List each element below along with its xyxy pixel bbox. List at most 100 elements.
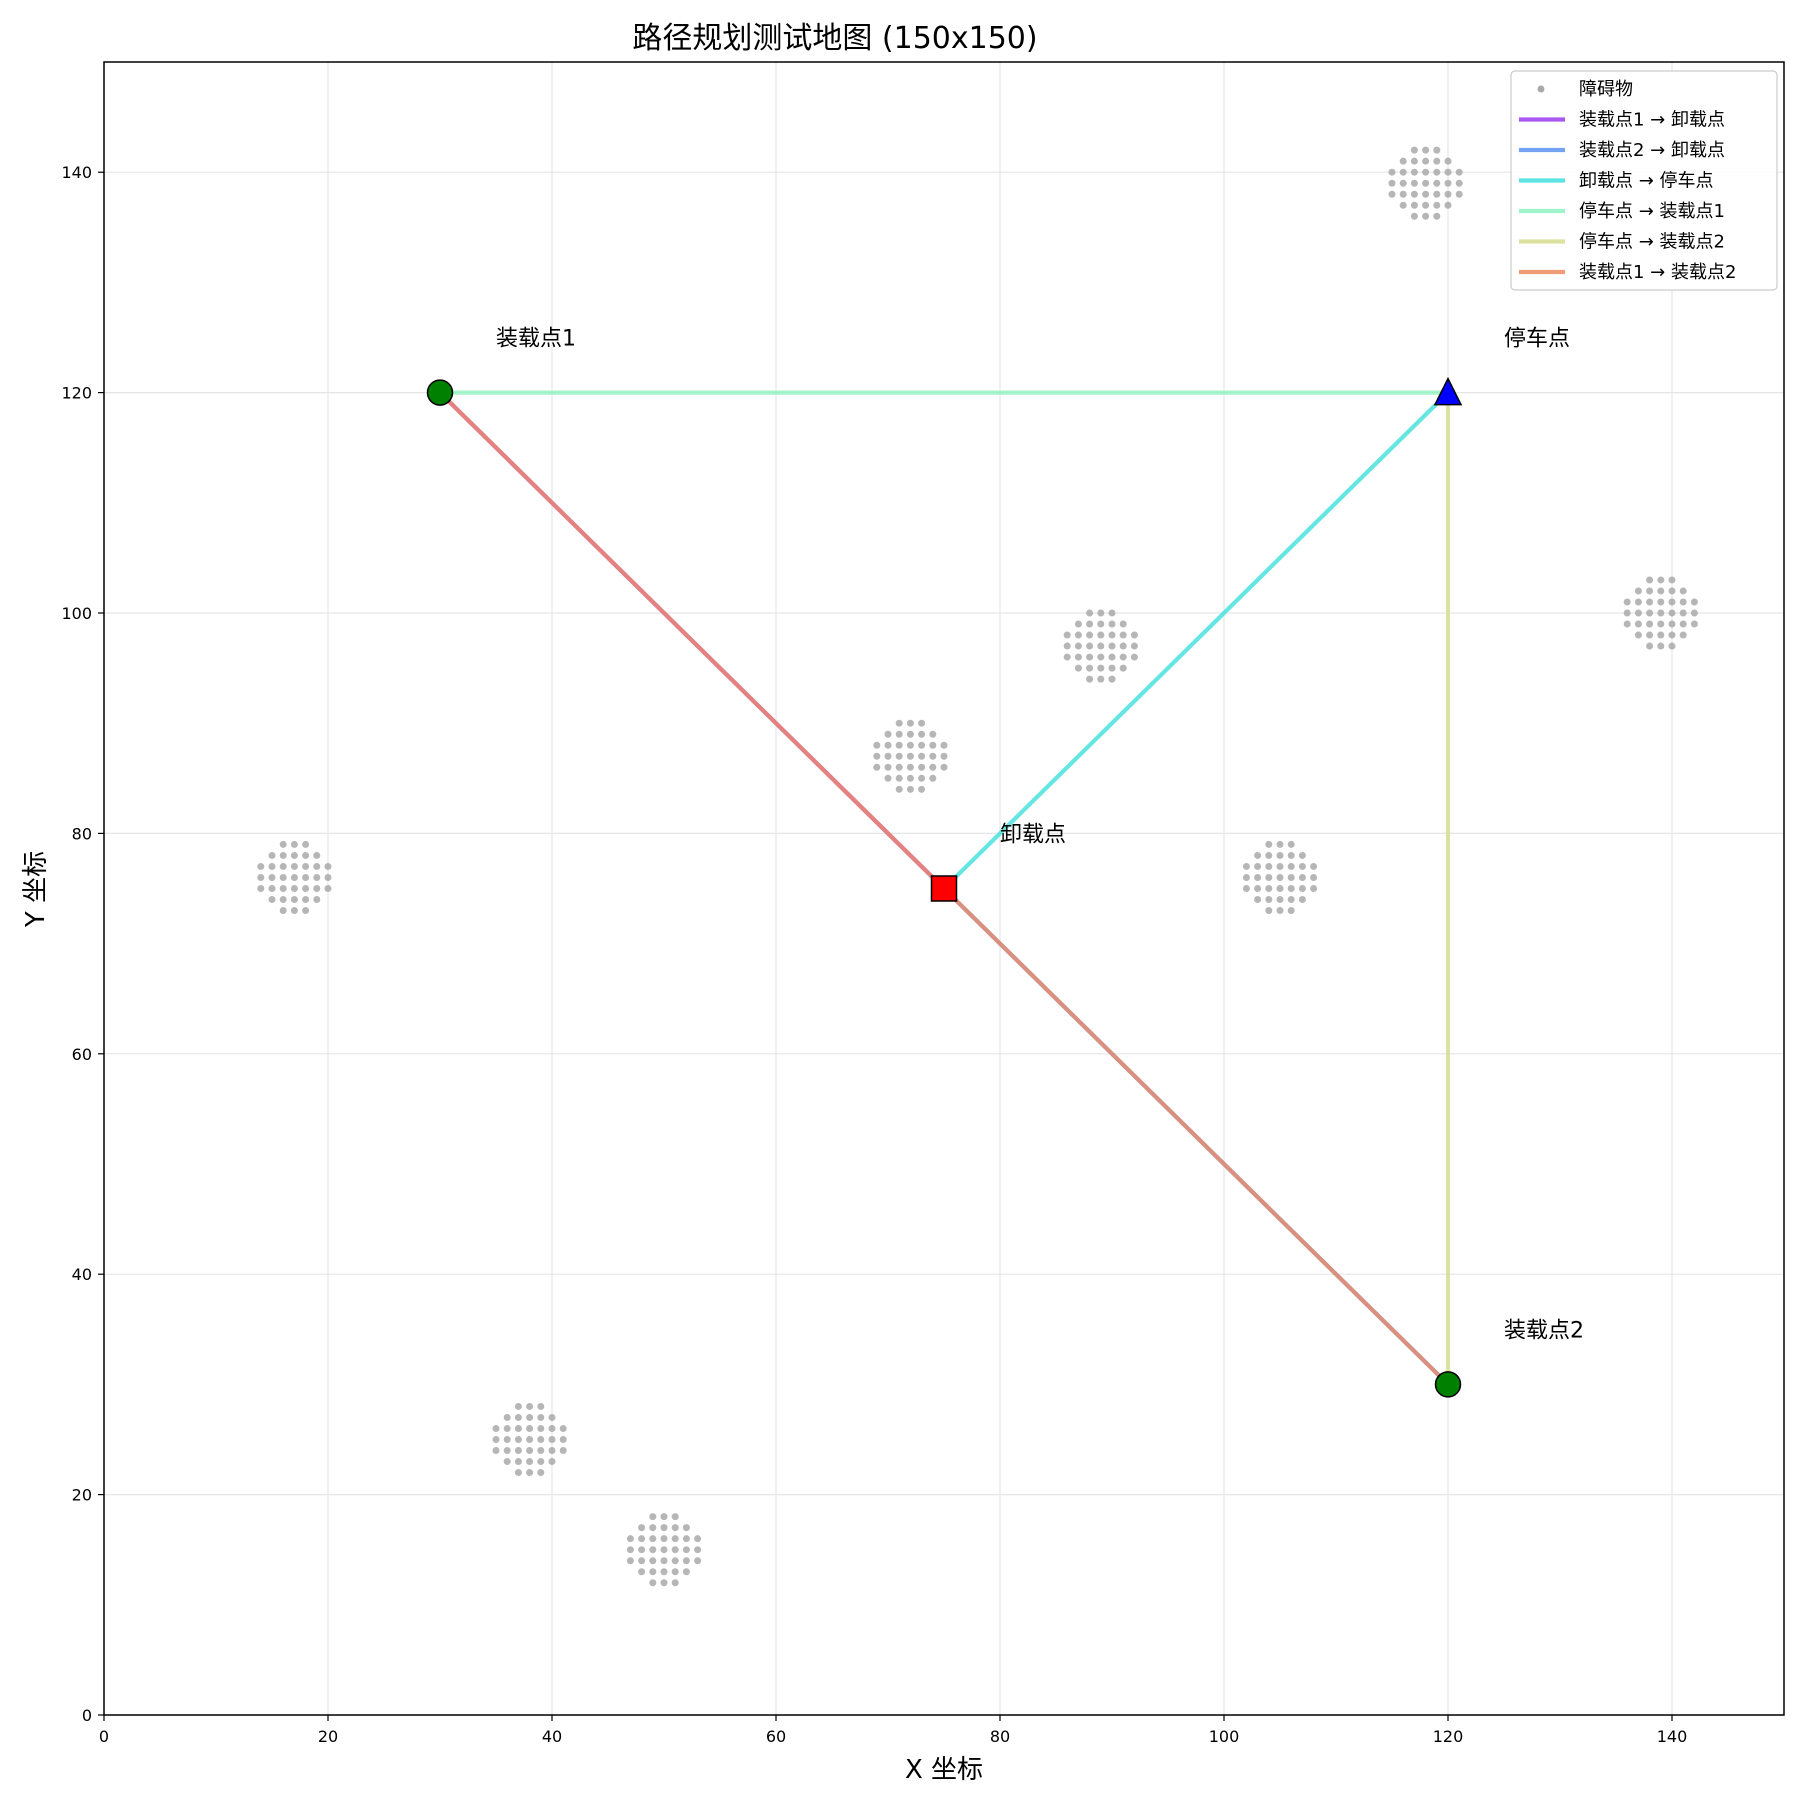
- obstacle-point: [290, 862, 298, 870]
- obstacle-point: [279, 851, 287, 859]
- obstacle-point: [1298, 885, 1306, 892]
- obstacle-point: [302, 851, 310, 859]
- obstacle-point: [1254, 862, 1262, 870]
- obstacle-point: [526, 1458, 534, 1466]
- obstacle-point: [1074, 620, 1082, 628]
- obstacle-point: [1119, 653, 1127, 661]
- legend-path-label: 停车点 → 装载点2: [1579, 232, 1725, 253]
- obstacle-point: [1086, 620, 1094, 628]
- obstacle-point: [559, 1436, 567, 1443]
- obstacle-point: [1444, 190, 1452, 198]
- obstacle-point: [1668, 620, 1676, 628]
- obstacle-point: [313, 862, 321, 870]
- legend-path-label: 装载点1 → 装载点2: [1579, 262, 1736, 283]
- obstacle-point: [257, 862, 265, 870]
- obstacle-point: [290, 873, 298, 881]
- obstacle-point: [324, 862, 332, 870]
- obstacle-point: [682, 1535, 690, 1543]
- obstacle-point: [526, 1469, 534, 1477]
- obstacle-point: [895, 763, 903, 771]
- obstacle-point: [1444, 201, 1452, 209]
- obstacle-point: [1265, 885, 1273, 892]
- obstacle-point: [526, 1436, 534, 1443]
- obstacle-point: [1679, 598, 1687, 606]
- obstacle-point: [649, 1557, 657, 1565]
- obstacle-point: [313, 851, 321, 859]
- obstacle-point: [895, 785, 903, 793]
- y-tick-label: 80: [72, 824, 92, 843]
- obstacle-point: [1310, 873, 1318, 881]
- obstacle-point: [918, 785, 926, 793]
- obstacle-point: [1130, 642, 1138, 650]
- obstacle-point: [873, 741, 881, 749]
- obstacle-point: [302, 885, 310, 892]
- obstacle-point: [660, 1579, 668, 1587]
- obstacle-point: [1455, 190, 1463, 198]
- obstacle-point: [548, 1436, 556, 1443]
- obstacle-point: [503, 1458, 511, 1466]
- obstacle-point: [1265, 896, 1273, 904]
- obstacle-point: [1634, 609, 1642, 617]
- obstacle-point: [1074, 664, 1082, 672]
- obstacle-point: [1399, 201, 1407, 209]
- obstacle-point: [257, 873, 265, 881]
- park-marker: [1433, 376, 1463, 406]
- obstacle-point: [279, 873, 287, 881]
- obstacle-point: [1119, 631, 1127, 639]
- obstacle-point: [302, 907, 310, 915]
- obstacle-point: [1287, 862, 1295, 870]
- obstacle-point: [1298, 851, 1306, 859]
- obstacle-point: [503, 1447, 511, 1455]
- obstacle-point: [1399, 190, 1407, 198]
- obstacle-point: [1455, 179, 1463, 187]
- obstacle-point: [1646, 576, 1654, 584]
- obstacle-point: [1063, 631, 1071, 639]
- obstacle-point: [1679, 631, 1687, 639]
- obstacle-point: [268, 862, 276, 870]
- x-tick-label: 40: [542, 1727, 562, 1746]
- obstacle-point: [1444, 179, 1452, 187]
- obstacle-point: [1422, 168, 1430, 176]
- obstacle-point: [1254, 851, 1262, 859]
- x-tick-label: 80: [990, 1727, 1010, 1746]
- obstacle-point: [918, 752, 926, 760]
- obstacle-point: [638, 1568, 646, 1576]
- obstacle-point: [290, 840, 298, 848]
- obstacle-point: [537, 1424, 545, 1432]
- obstacle-point: [1410, 146, 1418, 154]
- obstacle-point: [290, 896, 298, 904]
- obstacle-point: [537, 1413, 545, 1421]
- x-tick-label: 140: [1657, 1727, 1688, 1746]
- y-tick-label: 100: [61, 604, 92, 623]
- x-tick-label: 0: [99, 1727, 109, 1746]
- obstacle-point: [649, 1524, 657, 1532]
- obstacle-point: [1422, 201, 1430, 209]
- obstacle-point: [1265, 840, 1273, 848]
- obstacle-point: [1276, 862, 1284, 870]
- obstacle-point: [1119, 642, 1127, 650]
- obstacle-point: [1086, 631, 1094, 639]
- obstacle-point: [279, 862, 287, 870]
- obstacle-point: [682, 1568, 690, 1576]
- obstacle-point: [1108, 620, 1116, 628]
- legend-obstacle-label: 障碍物: [1579, 79, 1633, 100]
- obstacle-point: [1287, 873, 1295, 881]
- obstacle-point: [279, 840, 287, 848]
- obstacle-point: [884, 730, 892, 738]
- obstacle-point: [268, 851, 276, 859]
- obstacle-point: [649, 1513, 657, 1521]
- x-tick-label: 60: [766, 1727, 786, 1746]
- obstacle-point: [929, 752, 937, 760]
- obstacle-point: [313, 896, 321, 904]
- obstacle-point: [1063, 653, 1071, 661]
- obstacle-point: [302, 862, 310, 870]
- obstacle-point: [514, 1447, 522, 1455]
- obstacle-point: [1086, 653, 1094, 661]
- obstacle-point: [537, 1447, 545, 1455]
- obstacle-point: [1646, 609, 1654, 617]
- obstacle-point: [1108, 642, 1116, 650]
- obstacle-point: [1287, 907, 1295, 915]
- obstacle-point: [906, 774, 914, 782]
- obstacle-point: [1422, 190, 1430, 198]
